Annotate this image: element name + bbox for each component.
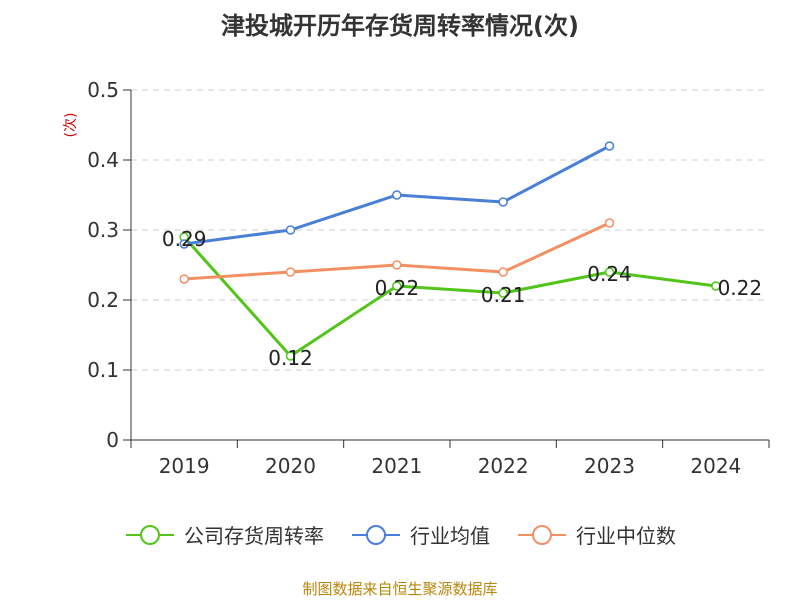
- chart-legend: 公司存货周转率 行业均值 行业中位数: [0, 520, 800, 549]
- legend-line-marker-icon: [126, 524, 174, 545]
- x-tick-label: 2023: [584, 454, 635, 478]
- y-axis-label: (次): [63, 113, 79, 138]
- y-tick-label: 0.2: [87, 288, 119, 312]
- data-point: [285, 267, 296, 277]
- legend-label: 行业均值: [410, 524, 490, 548]
- data-point: [604, 218, 615, 228]
- y-tick-label: 0.5: [87, 78, 119, 102]
- y-tick-label: 0: [106, 428, 119, 452]
- data-point: [392, 260, 402, 270]
- data-point: [604, 141, 615, 151]
- data-point: [711, 281, 721, 291]
- data-point: [498, 267, 508, 277]
- data-label: 0.22: [718, 276, 763, 300]
- data-point: [179, 274, 189, 284]
- data-label: 0.12: [268, 346, 313, 370]
- legend-item[interactable]: 行业中位数: [516, 520, 676, 549]
- x-tick-label: 2021: [371, 454, 422, 478]
- x-tick-label: 2022: [478, 454, 529, 478]
- data-point: [285, 225, 296, 235]
- legend-label: 行业中位数: [576, 524, 676, 548]
- data-point: [392, 190, 402, 200]
- data-point: [604, 267, 615, 277]
- legend-item[interactable]: 行业均值: [350, 520, 490, 549]
- y-tick-label: 0.3: [87, 218, 119, 242]
- x-tick-label: 2020: [265, 454, 316, 478]
- line-chart: 0 0.1 0.2 0.3 0.4 0.5 2019 2020 2021 2022 2023 2024…: [63, 78, 770, 478]
- legend-line-marker-icon: [352, 524, 400, 545]
- series-line: [184, 221, 611, 281]
- data-label: 0.29: [162, 227, 207, 251]
- x-tick-label: 2019: [159, 454, 210, 478]
- y-tick-label: 0.4: [87, 148, 119, 172]
- data-label: 0.21: [481, 283, 526, 307]
- data-point: [498, 288, 508, 298]
- series-line: [183, 236, 717, 358]
- data-source-note: 制图数据来自恒生聚源数据库: [302, 580, 498, 598]
- chart-title: 津投城开历年存货周转率情况(次): [221, 12, 579, 40]
- legend-label: 公司存货周转率: [184, 524, 324, 548]
- data-label: 0.22: [375, 276, 420, 300]
- x-tick-label: 2024: [690, 454, 741, 478]
- data-point: [498, 197, 508, 207]
- data-point: [392, 281, 402, 291]
- y-tick-label: 0.1: [87, 358, 119, 382]
- data-point: [179, 239, 189, 249]
- legend-line-marker-icon: [518, 524, 566, 545]
- legend-item[interactable]: 公司存货周转率: [124, 520, 324, 549]
- data-label: 0.24: [587, 262, 632, 286]
- data-point: [285, 351, 296, 361]
